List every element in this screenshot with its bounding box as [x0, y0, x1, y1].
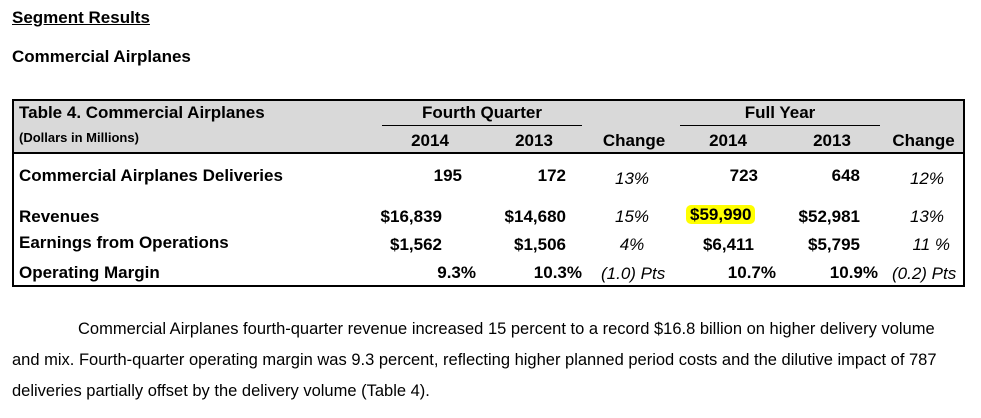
- cell-q2013: $1,506: [514, 235, 566, 254]
- cell-q2013: 10.3%: [533, 263, 582, 282]
- cell-q2014: $1,562: [390, 235, 442, 254]
- table-header-band: [14, 101, 963, 154]
- cell-q2013: 172: [537, 166, 566, 185]
- cell-y2014: $6,411: [702, 235, 754, 254]
- col-header-y2013: 2013: [813, 131, 851, 150]
- cell-y2014: 723: [729, 166, 758, 185]
- table-title: Table 4. Commercial Airplanes: [19, 103, 265, 122]
- cell-y-change: 12%: [909, 169, 944, 188]
- cell-q2013: $14,680: [504, 207, 566, 226]
- paragraph-text: Commercial Airplanes fourth-quarter reve…: [12, 320, 937, 400]
- group-underline-year: [680, 125, 880, 126]
- commercial-airplanes-table: Table 4. Commercial Airplanes (Dollars i…: [12, 99, 965, 287]
- table-subtitle: (Dollars in Millions): [19, 130, 139, 145]
- cell-y2013: 648: [831, 166, 860, 185]
- row-label: Revenues: [19, 207, 100, 226]
- group-underline-quarter: [382, 125, 582, 126]
- col-header-q2013: 2013: [515, 131, 553, 150]
- group-header-full-year: Full Year: [744, 103, 816, 122]
- cell-y-change: (0.2) Pts: [892, 264, 957, 283]
- cell-y-change: 11 %: [912, 235, 951, 254]
- commentary-paragraph: Commercial Airplanes fourth-quarter reve…: [12, 314, 962, 407]
- header-divider: [14, 152, 963, 154]
- row-label: Earnings from Operations: [19, 233, 229, 252]
- col-header-y-change: Change: [892, 131, 955, 150]
- cell-q2014: 195: [433, 166, 462, 185]
- highlight-marker: $59,990: [686, 205, 756, 224]
- subsection-heading: Commercial Airplanes: [12, 47, 191, 66]
- cell-y2013: 10.9%: [829, 263, 878, 282]
- cell-q-change: 13%: [614, 169, 650, 188]
- cell-y2014: 10.7%: [727, 263, 776, 282]
- cell-q2014: $16,839: [380, 207, 442, 226]
- row-label: Operating Margin: [19, 263, 160, 282]
- cell-y2013: $52,981: [798, 207, 860, 226]
- col-header-q2014: 2014: [411, 131, 449, 150]
- col-header-y2014: 2014: [709, 131, 747, 150]
- section-heading: Segment Results: [12, 8, 150, 27]
- cell-q-change: 15%: [614, 207, 650, 226]
- col-header-q-change: Change: [602, 131, 666, 150]
- cell-q2014: 9.3%: [437, 263, 476, 282]
- cell-q-change: 4%: [619, 235, 645, 254]
- cell-y2014-highlighted: $59,990: [686, 205, 756, 225]
- cell-y2013: $5,795: [808, 235, 860, 254]
- cell-y-change: 13%: [909, 207, 944, 226]
- group-header-fourth-quarter: Fourth Quarter: [422, 103, 542, 122]
- cell-q-change: (1.0) Pts: [601, 264, 666, 283]
- row-label: Commercial Airplanes Deliveries: [19, 166, 283, 185]
